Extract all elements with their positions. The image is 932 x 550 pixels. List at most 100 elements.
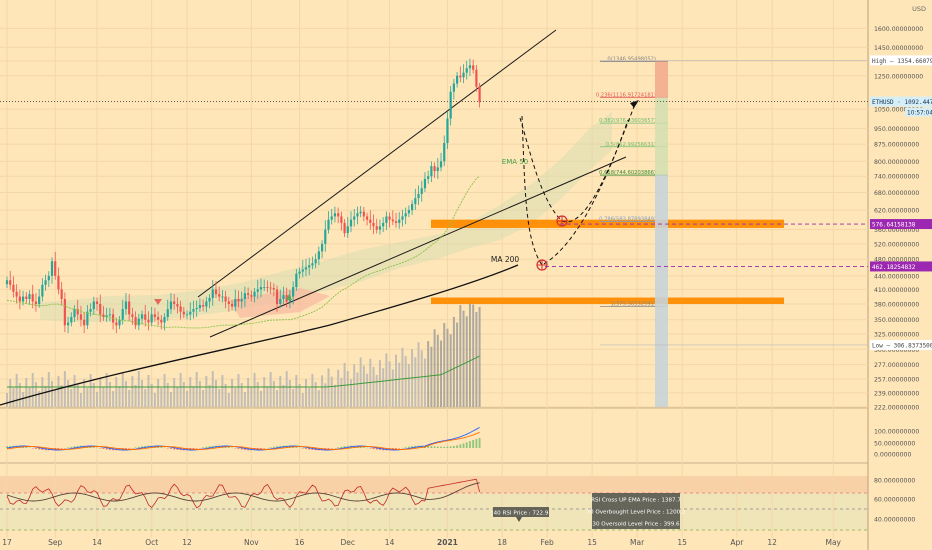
volume-bar bbox=[198, 381, 201, 407]
macd-histogram-bar bbox=[330, 448, 333, 449]
volume-bar bbox=[70, 389, 73, 407]
price-axis-tick: 380.00000000 bbox=[874, 301, 919, 308]
volume-bar bbox=[237, 374, 240, 407]
price-axis-tick: 257.00000000 bbox=[874, 376, 919, 383]
upper-channel-line bbox=[197, 29, 557, 298]
volume-bar bbox=[317, 390, 320, 407]
candle-body bbox=[137, 318, 140, 326]
candle-body bbox=[423, 178, 427, 189]
macd-histogram-bar bbox=[475, 438, 478, 448]
volume-bar bbox=[420, 350, 423, 407]
volume-bar bbox=[292, 389, 295, 407]
volume-bar bbox=[54, 390, 57, 407]
level-1-tag-bg bbox=[870, 219, 932, 230]
rsi-line bbox=[6, 478, 480, 509]
volume-bar bbox=[227, 393, 230, 407]
candle-body bbox=[76, 309, 79, 315]
volume-bar bbox=[63, 371, 66, 407]
macd-axis-tick: 50.00000000 bbox=[874, 441, 915, 448]
price-axis-tick: 560.00000000 bbox=[874, 227, 919, 234]
macd-histogram-bar bbox=[134, 447, 137, 448]
macd-histogram-bar bbox=[440, 446, 442, 448]
macd-histogram-bar bbox=[35, 448, 37, 449]
volume-bar bbox=[253, 373, 256, 407]
macd-histogram-bar bbox=[234, 448, 237, 449]
macd-histogram-bar bbox=[449, 446, 452, 448]
macd-histogram-bar bbox=[38, 448, 41, 450]
candle-body bbox=[269, 287, 272, 289]
volume-bar bbox=[134, 385, 137, 407]
macd-histogram-bar bbox=[192, 448, 195, 450]
macd-histogram-bar bbox=[420, 445, 423, 448]
volume-bar bbox=[243, 392, 246, 407]
candle-body bbox=[9, 280, 12, 285]
candle-body bbox=[118, 319, 121, 326]
candle-body bbox=[79, 314, 83, 320]
lower-channel-line bbox=[209, 156, 627, 338]
time-axis-label: Apr bbox=[730, 538, 744, 547]
time-axis-label: 12 bbox=[182, 538, 192, 547]
time-axis-label: 14 bbox=[385, 538, 395, 547]
macd-histogram-bar bbox=[92, 446, 95, 448]
macd-histogram-bar bbox=[60, 448, 63, 449]
macd-histogram-bar bbox=[411, 446, 413, 448]
fib-zone-red bbox=[655, 61, 668, 98]
candle-body bbox=[279, 298, 282, 304]
time-axis-label: 2021 bbox=[437, 538, 458, 547]
volume-bar bbox=[314, 382, 317, 407]
rsi-40-label-bg bbox=[493, 507, 549, 517]
volume-bar bbox=[330, 376, 333, 407]
volume-bar bbox=[459, 305, 462, 407]
candle-body bbox=[38, 296, 41, 304]
macd-histogram-bar bbox=[266, 447, 269, 449]
macd-histogram-bar bbox=[446, 446, 449, 448]
time-axis-label: 14 bbox=[92, 538, 102, 547]
candle-body bbox=[54, 261, 57, 276]
macd-histogram-bar bbox=[260, 448, 262, 450]
candle-body bbox=[301, 269, 304, 272]
candle-body bbox=[128, 301, 131, 315]
macd-histogram-bar bbox=[218, 445, 221, 448]
candle-body bbox=[263, 287, 266, 288]
volume-bar bbox=[340, 377, 343, 407]
candle-body bbox=[124, 301, 128, 310]
candle-body bbox=[243, 293, 247, 299]
macd-histogram-bar bbox=[208, 446, 211, 448]
candle-body bbox=[108, 314, 111, 316]
current-price-tag-bg bbox=[870, 96, 932, 107]
high-price-tag: High – 1354.66079000 bbox=[872, 58, 932, 65]
low-price-tag: Low – 306.83735000 bbox=[872, 342, 932, 349]
macd-histogram-bar bbox=[137, 446, 140, 448]
countdown-bg bbox=[905, 107, 932, 117]
macd-histogram-bar bbox=[15, 445, 18, 448]
volume-bar bbox=[86, 388, 89, 407]
macd-histogram-bar bbox=[96, 447, 98, 449]
macd-histogram-bar bbox=[362, 447, 365, 448]
candlesticks bbox=[5, 58, 481, 334]
level-1-tag: 576.64158138 bbox=[872, 222, 916, 229]
volume-bar bbox=[89, 374, 92, 407]
volume-bar bbox=[38, 391, 41, 407]
macd-histogram-bar bbox=[131, 448, 134, 449]
candle-body bbox=[320, 243, 324, 252]
candle-body bbox=[256, 289, 259, 292]
macd-histogram-bar bbox=[163, 447, 166, 449]
volume-bar bbox=[478, 307, 481, 407]
volume-bar bbox=[362, 365, 365, 407]
volume-bar bbox=[440, 340, 443, 407]
candle-body bbox=[50, 261, 54, 276]
macd-histogram-bar bbox=[443, 446, 446, 448]
macd-histogram-bar bbox=[176, 448, 179, 450]
time-axis-label: 18 bbox=[497, 538, 507, 547]
macd-histogram-bar bbox=[150, 445, 153, 448]
price-axis: USD1600.000000001450.000000001350.000000… bbox=[874, 5, 926, 524]
volume-bar bbox=[105, 373, 108, 407]
candle-body bbox=[275, 289, 279, 304]
price-axis-tick: 300.00000000 bbox=[874, 347, 919, 354]
low-price-tag-bg bbox=[870, 339, 932, 350]
volume-bar bbox=[285, 371, 288, 407]
rsi-40-pointer bbox=[516, 517, 522, 522]
price-level-lines bbox=[0, 60, 868, 346]
candle-body bbox=[31, 294, 34, 302]
